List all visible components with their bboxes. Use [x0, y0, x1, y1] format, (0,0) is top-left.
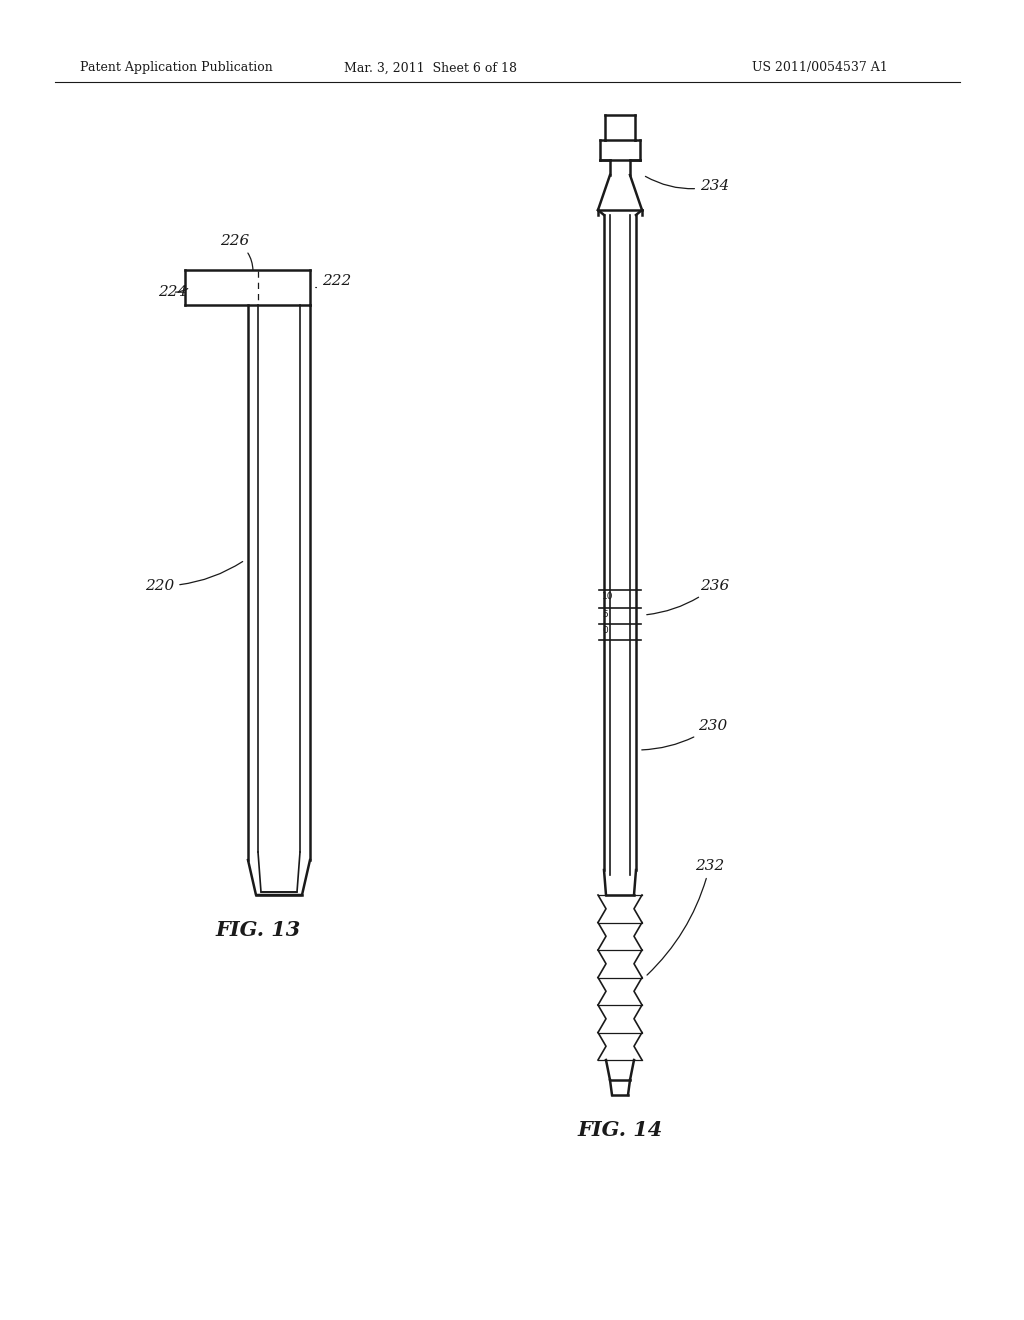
Text: 224: 224 — [158, 285, 187, 300]
Text: 222: 222 — [315, 275, 351, 288]
Text: Mar. 3, 2011  Sheet 6 of 18: Mar. 3, 2011 Sheet 6 of 18 — [343, 62, 516, 74]
Text: 5: 5 — [602, 610, 608, 619]
Text: 232: 232 — [647, 859, 724, 975]
Text: US 2011/0054537 A1: US 2011/0054537 A1 — [752, 62, 888, 74]
Text: FIG. 13: FIG. 13 — [215, 920, 301, 940]
Text: 220: 220 — [145, 561, 243, 593]
Text: 236: 236 — [647, 579, 729, 615]
Text: Patent Application Publication: Patent Application Publication — [80, 62, 272, 74]
Text: 10: 10 — [602, 591, 613, 601]
Text: 226: 226 — [220, 234, 253, 271]
Text: 234: 234 — [645, 177, 729, 193]
Text: 0: 0 — [602, 626, 608, 635]
Text: 230: 230 — [642, 719, 727, 750]
Text: FIG. 14: FIG. 14 — [578, 1119, 663, 1140]
